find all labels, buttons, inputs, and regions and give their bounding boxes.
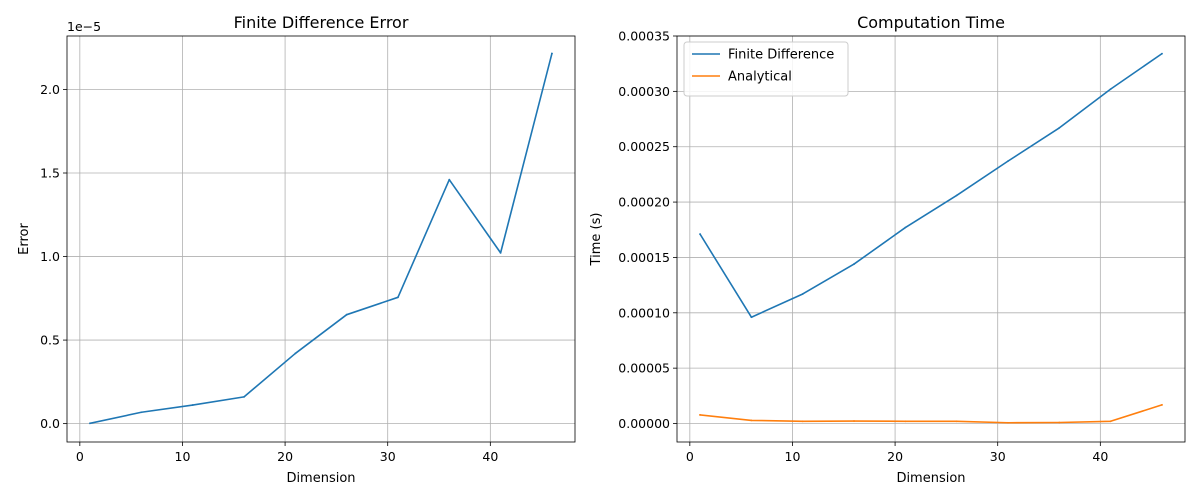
data-point xyxy=(1161,52,1163,55)
chart-title: Computation Time xyxy=(857,13,1005,32)
x-axis-label: Dimension xyxy=(286,471,355,486)
x-tick-label: 40 xyxy=(1092,449,1108,464)
data-point xyxy=(955,420,958,423)
data-point xyxy=(750,419,753,422)
data-point xyxy=(551,52,553,55)
data-point xyxy=(904,420,907,423)
y-tick-label: 0.00025 xyxy=(618,139,670,154)
x-axis-label: Dimension xyxy=(896,471,965,486)
x-tick-label: 30 xyxy=(380,449,396,464)
x-tick-label: 10 xyxy=(175,449,191,464)
y-tick-label: 2.0 xyxy=(40,82,60,97)
x-tick-label: 40 xyxy=(482,449,498,464)
data-point xyxy=(801,293,804,295)
legend-label: Finite Difference xyxy=(728,48,834,63)
data-point xyxy=(750,316,753,319)
data-point xyxy=(1161,404,1163,406)
y-tick-label: 0.00020 xyxy=(618,195,670,210)
chart-finite-difference-error: 0 10 20 30 40 0.0 0.5 1.0 1.5 2.0 1e−5 Finite Diffe… xyxy=(17,13,576,486)
data-point xyxy=(191,404,194,406)
data-point xyxy=(140,411,143,414)
plot-frame xyxy=(66,35,576,443)
data-point xyxy=(448,178,451,181)
data-point xyxy=(801,420,804,423)
y-tick-label: 1.0 xyxy=(40,249,60,264)
data-point xyxy=(1058,126,1061,129)
y-axis-label: Time (s) xyxy=(589,213,604,267)
data-point xyxy=(1007,160,1009,163)
y-tick-label: 0.00015 xyxy=(618,250,670,265)
x-tick-label: 20 xyxy=(277,449,293,464)
data-point xyxy=(345,313,348,316)
y-tick-label: 0.00030 xyxy=(618,84,670,99)
series-line-analytical xyxy=(699,403,1163,424)
x-tick-label: 0 xyxy=(686,449,694,464)
x-tick-label: 0 xyxy=(76,449,84,464)
data-point xyxy=(294,352,297,355)
y-tick-label: 0.00005 xyxy=(618,361,670,376)
data-point xyxy=(243,395,245,398)
data-point xyxy=(1007,421,1009,424)
data-point xyxy=(1058,421,1061,424)
series-line xyxy=(89,52,553,425)
data-point xyxy=(853,263,855,265)
x-tick-label: 30 xyxy=(990,449,1006,464)
data-point xyxy=(1109,88,1112,91)
y-offset-text: 1e−5 xyxy=(67,19,101,34)
data-point xyxy=(397,296,399,299)
data-point xyxy=(499,251,502,254)
y-tick-label: 1.5 xyxy=(40,166,60,181)
data-point xyxy=(904,226,907,229)
y-tick-label: 0.00035 xyxy=(618,29,670,44)
data-point xyxy=(699,233,701,236)
series-line-finite-difference xyxy=(698,52,1164,319)
data-point xyxy=(1109,420,1112,423)
y-tick-label: 0.0 xyxy=(40,416,60,431)
chart-title: Finite Difference Error xyxy=(234,13,409,32)
plot-frame xyxy=(676,35,1186,443)
y-tick-label: 0.5 xyxy=(40,333,60,348)
chart-computation-time: 0 10 20 30 40 0.00000 0.00005 0.00010 0.00015 0.0… xyxy=(589,13,1186,486)
legend-label: Analytical xyxy=(728,70,792,85)
legend: Finite Difference Analytical xyxy=(683,41,849,97)
legend-frame xyxy=(683,41,849,97)
y-tick-label: 0.00010 xyxy=(618,305,670,320)
y-axis-label: Error xyxy=(17,223,32,255)
data-point xyxy=(955,194,958,197)
x-tick-label: 20 xyxy=(887,449,903,464)
data-point xyxy=(853,420,855,422)
data-point xyxy=(89,422,91,425)
x-tick-label: 10 xyxy=(785,449,801,464)
data-point xyxy=(699,413,701,416)
y-tick-label: 0.00000 xyxy=(618,416,670,431)
